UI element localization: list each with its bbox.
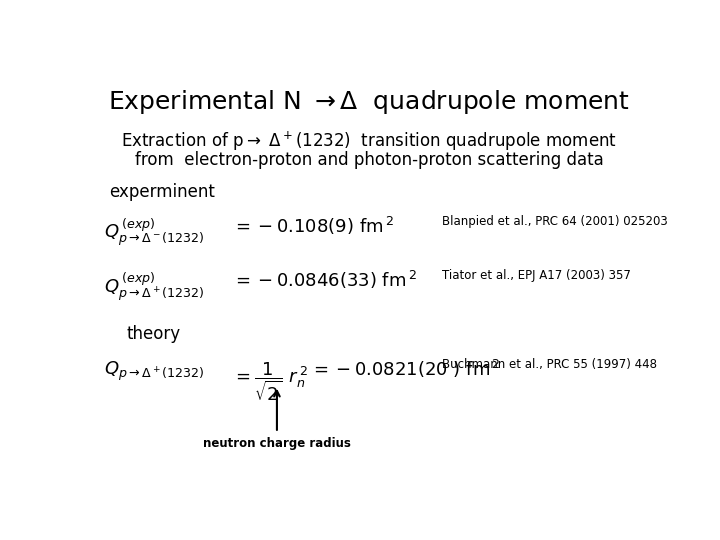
Text: neutron charge radius: neutron charge radius — [203, 437, 351, 450]
Text: Tiator et al., EPJ A17 (2003) 357: Tiator et al., EPJ A17 (2003) 357 — [441, 269, 631, 282]
Text: Extraction of p$\rightarrow$ $\Delta^+$(1232)  transition quadrupole moment: Extraction of p$\rightarrow$ $\Delta^+$(… — [121, 129, 617, 152]
Text: $= -0.0846(33)\ \mathrm{fm}^{\,2}$: $= -0.0846(33)\ \mathrm{fm}^{\,2}$ — [233, 269, 417, 292]
Text: $=-0.0821(20\ )\ \mathrm{fm}^{\,2}$: $=-0.0821(20\ )\ \mathrm{fm}^{\,2}$ — [310, 358, 501, 380]
Text: $Q_{p\rightarrow\Delta^+(1232)}^{\,(exp)}$: $Q_{p\rightarrow\Delta^+(1232)}^{\,(exp)… — [104, 271, 204, 303]
Text: theory: theory — [126, 325, 181, 343]
Text: $Q_{p\rightarrow\Delta^-(1232)}^{\,(exp)}$: $Q_{p\rightarrow\Delta^-(1232)}^{\,(exp)… — [104, 217, 204, 249]
Text: $= -0.108(9)\ \mathrm{fm}^{\,2}$: $= -0.108(9)\ \mathrm{fm}^{\,2}$ — [233, 215, 394, 238]
Text: $=\dfrac{1}{\sqrt{2}}\ r_n^{\,2}$: $=\dfrac{1}{\sqrt{2}}\ r_n^{\,2}$ — [233, 360, 308, 403]
Text: $Q_{p\rightarrow\Delta^+(1232)}$: $Q_{p\rightarrow\Delta^+(1232)}$ — [104, 360, 204, 383]
Text: Buchmann et al., PRC 55 (1997) 448: Buchmann et al., PRC 55 (1997) 448 — [441, 358, 657, 371]
Text: experminent: experminent — [109, 183, 215, 201]
Text: from  electron-proton and photon-proton scattering data: from electron-proton and photon-proton s… — [135, 151, 603, 169]
Text: Experimental N $\rightarrow\Delta$  quadrupole moment: Experimental N $\rightarrow\Delta$ quadr… — [108, 87, 630, 116]
Text: Blanpied et al., PRC 64 (2001) 025203: Blanpied et al., PRC 64 (2001) 025203 — [441, 215, 667, 228]
